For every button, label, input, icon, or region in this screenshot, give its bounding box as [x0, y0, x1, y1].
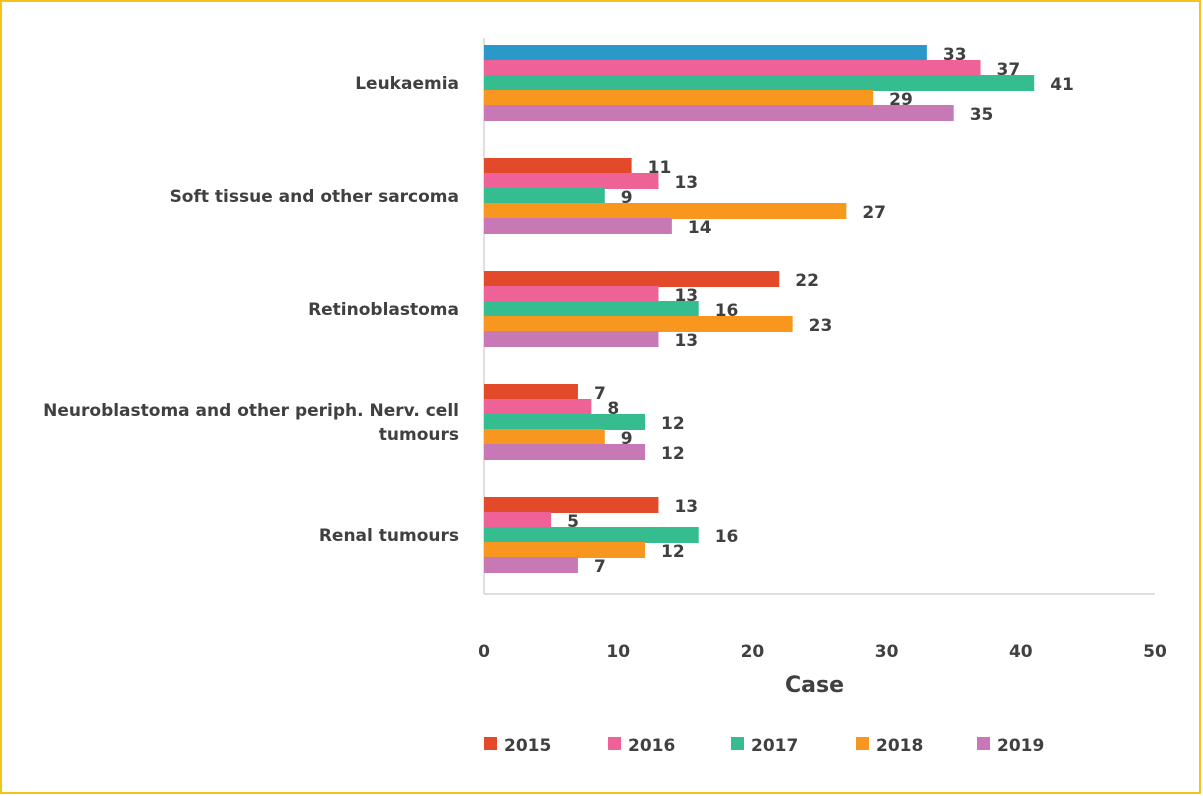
bar-2017 [484, 188, 605, 204]
bar-2018 [484, 203, 847, 219]
bar-2019 [484, 557, 578, 573]
data-label: 35 [970, 105, 994, 125]
x-axis-title: Case [785, 673, 844, 698]
data-label: 12 [661, 444, 685, 464]
data-label: 9 [621, 429, 633, 449]
bar-2015 [484, 158, 632, 174]
legend-label-2019: 2019 [997, 736, 1044, 756]
bar-2017 [484, 75, 1035, 91]
legend-swatch-2017 [731, 737, 744, 750]
data-label: 8 [607, 399, 619, 419]
category-label: Soft tissue and other sarcoma [170, 187, 459, 207]
bar-2016 [484, 512, 552, 528]
data-label: 7 [594, 557, 606, 577]
bar-2019 [484, 444, 646, 460]
x-tick-label: 50 [1143, 642, 1167, 662]
legend-label-2016: 2016 [628, 736, 675, 756]
bar-2016 [484, 286, 659, 302]
bar-2016 [484, 60, 981, 76]
bar-2015 [484, 45, 927, 61]
bar-2016 [484, 173, 659, 189]
bar-2018 [484, 429, 605, 445]
category-label: tumours [379, 425, 459, 445]
data-label: 9 [621, 188, 633, 208]
data-label: 22 [795, 271, 819, 291]
legend-swatch-2015 [484, 737, 497, 750]
legend-label-2018: 2018 [876, 736, 923, 756]
legend-swatch-2018 [856, 737, 869, 750]
category-label: Retinoblastoma [308, 300, 459, 320]
bar-2019 [484, 331, 659, 347]
bar-2015 [484, 384, 578, 400]
bar-2017 [484, 527, 699, 543]
bar-2015 [484, 497, 659, 513]
x-tick-label: 20 [741, 642, 765, 662]
data-label: 13 [674, 497, 698, 517]
data-label: 7 [594, 384, 606, 404]
legend-label-2017: 2017 [751, 736, 798, 756]
legend-label-2015: 2015 [504, 736, 551, 756]
data-label: 12 [661, 542, 685, 562]
x-tick-label: 10 [606, 642, 630, 662]
data-label: 5 [567, 512, 579, 532]
bar-2019 [484, 105, 954, 121]
legend: 2015 2016 2017 2018 2019 [484, 736, 1044, 756]
x-tick-label: 0 [478, 642, 490, 662]
bar-2015 [484, 271, 780, 287]
x-tick-label: 30 [875, 642, 899, 662]
data-label: 13 [674, 173, 698, 193]
data-label: 41 [1050, 75, 1074, 95]
legend-swatch-2016 [608, 737, 621, 750]
data-label: 14 [688, 218, 712, 238]
bar-2017 [484, 301, 699, 317]
bar-2019 [484, 218, 672, 234]
data-label: 12 [661, 414, 685, 434]
data-label: 23 [809, 316, 833, 336]
x-tick-label: 40 [1009, 642, 1033, 662]
legend-swatch-2019 [977, 737, 990, 750]
bar-2017 [484, 414, 646, 430]
data-label: 27 [862, 203, 886, 223]
data-label: 13 [674, 331, 698, 351]
bar-2016 [484, 399, 592, 415]
category-label: Renal tumours [319, 526, 459, 546]
bar-2018 [484, 542, 646, 558]
plot-area: 0 10 20 30 40 50 Leukaemia Soft tissue and othe… [43, 38, 1167, 662]
data-label: 16 [715, 527, 739, 547]
bar-2018 [484, 90, 874, 106]
category-label: Leukaemia [355, 74, 459, 94]
bar-2018 [484, 316, 793, 332]
category-label: Neuroblastoma and other periph. Nerv. ce… [43, 401, 459, 421]
